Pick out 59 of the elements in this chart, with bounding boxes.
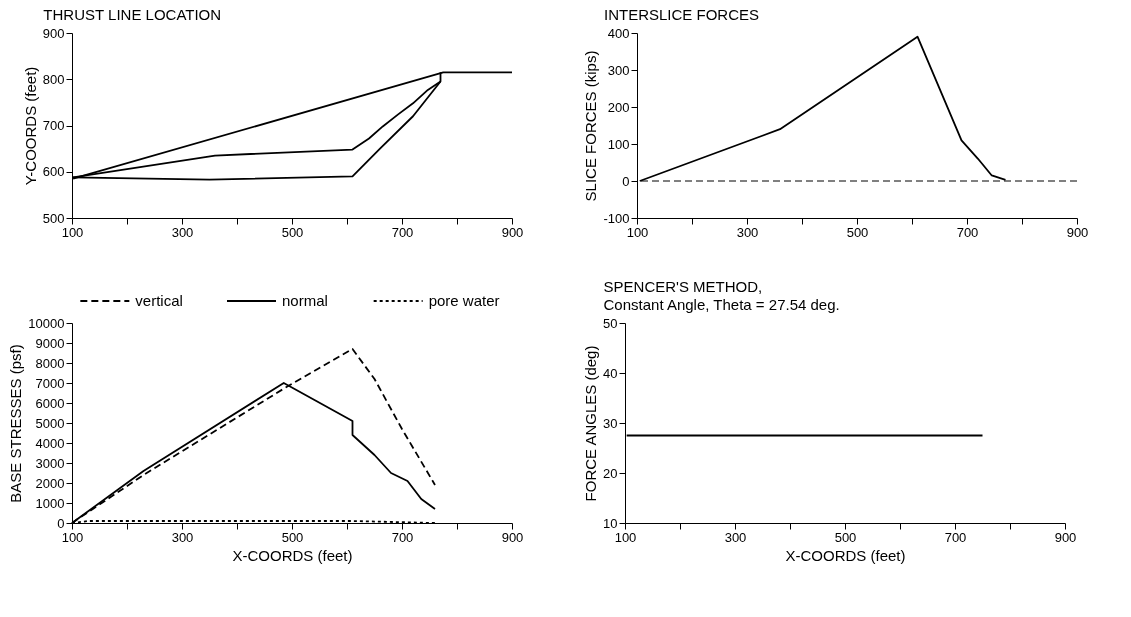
x-axis-title: X-COORDS (feet)	[785, 546, 906, 564]
x-axis-title: X-COORDS (feet)	[232, 546, 353, 564]
y-tick-label: 100	[607, 136, 630, 152]
x-tick-label: 900	[1066, 224, 1089, 240]
y-tick-label: 0	[57, 515, 65, 531]
legend-label: pore water	[428, 292, 500, 309]
x-tick-label: 100	[61, 224, 84, 240]
chart-title: THRUST LINE LOCATION	[43, 6, 222, 23]
y-tick-label: 7000	[35, 375, 65, 391]
y-tick-label: 2000	[35, 475, 65, 491]
chart-title: SPENCER'S METHOD,	[603, 278, 763, 295]
y-tick-label: 10000	[28, 315, 65, 331]
y-tick-label: 50	[603, 315, 618, 331]
y-axis-title: SLICE FORCES (kips)	[582, 50, 600, 202]
x-tick-label: 500	[281, 224, 304, 240]
y-tick-label: 10	[603, 515, 618, 531]
y-tick-label: 900	[42, 25, 65, 41]
x-tick-label: 300	[724, 529, 747, 545]
x-tick-label: 500	[834, 529, 857, 545]
chart-subtitle: Constant Angle, Theta = 27.54 deg.	[603, 296, 840, 313]
x-tick-label: 700	[391, 224, 414, 240]
x-tick-label: 900	[501, 224, 524, 240]
x-tick-label: 300	[736, 224, 759, 240]
y-tick-label: 200	[607, 99, 630, 115]
y-tick-label: 700	[42, 118, 65, 133]
y-axis-title: Y-COORDS (feet)	[21, 66, 39, 186]
x-tick-label: 700	[944, 529, 967, 545]
y-tick-label: 3000	[35, 455, 65, 471]
y-tick-label: 1000	[35, 495, 65, 511]
y-tick-label: -100	[603, 210, 630, 226]
y-tick-label: 0	[622, 173, 630, 189]
y-tick-label: 40	[603, 365, 618, 381]
y-tick-label: 6000	[35, 395, 65, 411]
y-tick-label: 20	[603, 465, 618, 481]
y-axis-title: BASE STRESSES (psf)	[7, 344, 25, 503]
legend-label: vertical	[135, 292, 183, 309]
x-tick-label: 700	[956, 224, 979, 240]
y-tick-label: 4000	[35, 435, 65, 451]
y-tick-label: 9000	[35, 335, 65, 351]
y-tick-label: 8000	[35, 355, 65, 371]
y-tick-label: 800	[42, 71, 65, 87]
x-tick-label: 900	[501, 529, 524, 545]
y-tick-label: 300	[607, 62, 630, 78]
x-tick-label: 100	[626, 224, 649, 240]
x-tick-label: 100	[61, 529, 84, 545]
legend-label: normal	[282, 292, 328, 309]
chart-title: INTERSLICE FORCES	[603, 6, 760, 23]
y-tick-label: 600	[42, 164, 65, 180]
y-tick-label: 30	[603, 415, 618, 431]
x-tick-label: 500	[281, 529, 304, 545]
y-tick-label: 500	[42, 210, 65, 226]
x-tick-label: 300	[171, 224, 194, 240]
x-tick-label: 300	[171, 529, 194, 545]
x-tick-label: 500	[846, 224, 869, 240]
x-tick-label: 700	[391, 529, 414, 545]
y-tick-label: 5000	[35, 415, 65, 431]
x-tick-label: 900	[1054, 529, 1077, 545]
y-tick-label: 400	[607, 25, 630, 41]
y-axis-title: FORCE ANGLES (deg)	[582, 345, 600, 502]
